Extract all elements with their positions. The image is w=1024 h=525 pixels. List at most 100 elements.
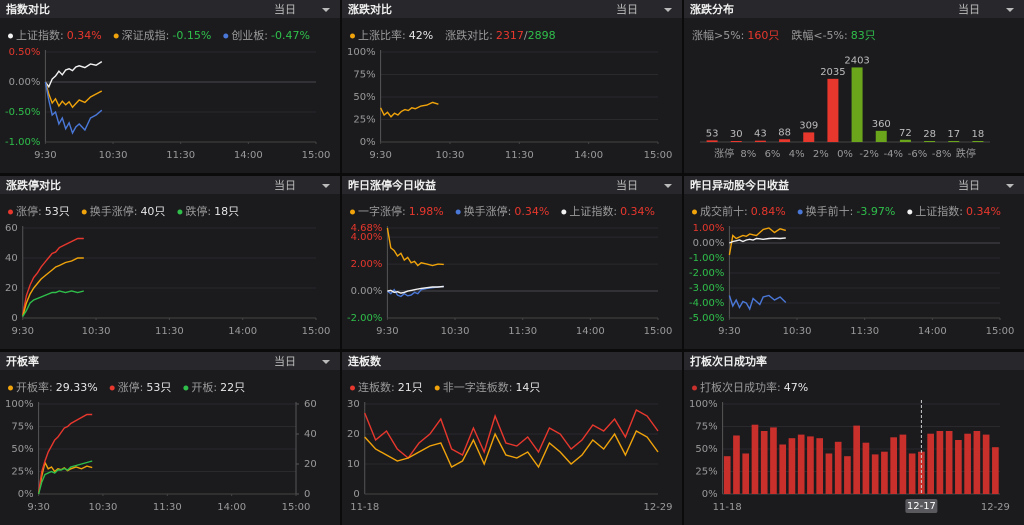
x-tick-label: 涨停 [714,147,734,160]
panel-background [342,176,682,349]
legend-dot [350,385,355,391]
legend-value: 0.34% [966,205,1001,218]
panel-title: 涨跌对比 [348,2,392,16]
bar [862,442,870,494]
y2-tick-label: 20 [304,459,317,470]
legend-dot [8,33,13,39]
series-line [37,460,93,495]
series-line [22,257,84,317]
x-tick-label: 14:00 [217,502,246,513]
legend-label: 打板次日成功率: [700,380,781,394]
menu-arrow[interactable] [1006,8,1014,12]
bar [899,434,907,494]
legend-dot [561,209,567,215]
bar [881,451,888,494]
menu-arrow[interactable] [664,8,672,12]
period-menu[interactable]: 当日 [274,178,296,192]
bar [788,438,796,494]
x-tick-label: 6% [765,149,781,160]
legend-value: 0.34% [67,29,102,42]
y-tick-label: 0% [702,489,718,500]
bar-value-label: 2403 [844,55,869,66]
y-tick-label: 100% [5,399,34,410]
bar [871,454,879,494]
legend-label: 涨停: [118,380,144,394]
series-line [44,81,103,109]
legend-label: 换手前十: [806,204,854,218]
x-tick-label: -8% [932,149,951,160]
period-menu[interactable]: 当日 [958,178,980,192]
period-menu[interactable]: 当日 [616,2,638,16]
period-menu[interactable]: 当日 [274,354,296,368]
y-tick-label: 2.00% [351,259,383,270]
menu-arrow[interactable] [664,184,672,188]
panel-background [0,176,340,349]
panel-header [684,0,1024,18]
period-menu[interactable]: 当日 [616,178,638,192]
x-tick-label: 12-29 [643,502,672,513]
series-line [387,285,444,294]
legend-label: 创业板: [231,28,268,42]
legend-value: 47% [784,381,808,394]
x-tick-label: 14:00 [576,326,605,337]
y2-tick-label: 60 [304,399,317,410]
x-tick-label: 14:00 [228,326,257,337]
legend-label: 上涨比率: [358,28,406,42]
legend-value: -0.15% [172,29,211,42]
x-tick-label: 9:30 [718,326,740,337]
bar [751,424,759,494]
y-tick-label: 75% [695,422,717,433]
legend-value: 160只 [747,29,779,42]
y-tick-label: 0% [18,489,34,500]
bar-value-label: 28 [923,129,936,140]
bar [770,427,777,494]
period-menu[interactable]: 当日 [274,2,296,16]
menu-arrow[interactable] [322,184,330,188]
bar [779,139,791,142]
bar [927,433,934,494]
bar [973,431,981,494]
cursor-tooltip [905,499,938,513]
legend-label: 跌停: [185,204,211,218]
x-tick-label: 9:30 [27,502,49,513]
bar [924,141,936,142]
legend-label: 换手涨停: [464,204,512,218]
legend-label: 深证成指: [122,28,170,42]
bar-value-label: 53 [706,128,719,139]
y-tick-label: 100% [347,47,376,58]
bar [816,438,824,494]
period-menu[interactable]: 当日 [958,2,980,16]
y-tick-label: -2.00% [347,313,382,324]
legend-dot [350,33,355,39]
series-line [44,61,103,89]
panel-title: 涨跌分布 [690,2,734,16]
series-line [364,430,659,469]
x-tick-label: 15:00 [644,326,673,337]
legend-label: 成交前十: [700,204,748,218]
menu-arrow[interactable] [1006,184,1014,188]
bar [890,437,897,494]
panel-background [0,352,340,525]
bar [908,453,916,494]
y-tick-label: -2.00% [689,268,724,279]
y-tick-label: 10 [347,459,360,470]
legend-dot [109,385,115,391]
panel-header [684,352,1024,370]
bar [797,434,805,494]
series-line [729,237,786,244]
menu-arrow[interactable] [322,8,330,12]
panel-title: 打板次日成功率 [690,354,767,368]
x-tick-label: 11:30 [155,326,184,337]
series-line [364,409,659,460]
bar-value-label: 30 [730,129,743,140]
menu-arrow[interactable] [322,360,330,364]
bar-value-label: 309 [799,120,818,131]
y-tick-label: 0.00% [9,77,41,88]
legend-value: 21只 [398,381,423,394]
legend-value: 2898 [528,29,556,42]
bar-value-label: 360 [872,119,891,130]
